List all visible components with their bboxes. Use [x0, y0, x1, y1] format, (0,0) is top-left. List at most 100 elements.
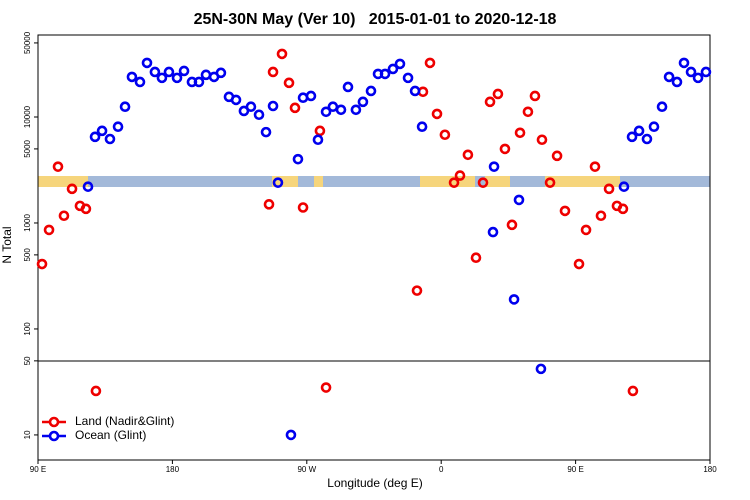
data-point: [66, 183, 78, 195]
data-point: [90, 385, 102, 397]
data-point: [260, 126, 272, 138]
y-tick-label: 50: [23, 356, 32, 365]
plot-frame: [37, 34, 711, 461]
data-point: [589, 161, 601, 172]
data-point: [477, 177, 489, 188]
y-tick-label: 100: [23, 322, 32, 336]
data-point: [126, 71, 138, 83]
y-tick-label: 50000: [23, 31, 32, 54]
data-point: [163, 66, 175, 78]
data-point: [312, 134, 324, 146]
data-point: [671, 76, 683, 88]
data-point: [387, 63, 399, 75]
data-point: [544, 177, 556, 188]
chart-title: 25N-30N May (Ver 10) 2015-01-01 to 2020-…: [194, 11, 557, 28]
x-tick-label: 180: [166, 465, 180, 474]
data-point: [230, 94, 242, 106]
data-point: [551, 150, 563, 162]
y-tick-label: 10: [23, 430, 32, 439]
data-point: [470, 252, 482, 264]
data-point: [618, 181, 630, 192]
data-point: [487, 226, 499, 238]
data-point: [508, 294, 520, 305]
data-point: [245, 101, 257, 113]
data-point: [488, 161, 500, 172]
data-point: [492, 88, 504, 100]
data-point: [424, 57, 436, 69]
data-point: [320, 382, 332, 393]
data-point: [559, 205, 571, 217]
data-point: [104, 133, 116, 145]
data-point: [52, 161, 64, 172]
data-point: [119, 101, 131, 113]
x-tick-label: 90 E: [567, 465, 583, 474]
data-point: [289, 102, 301, 114]
data-point: [692, 72, 704, 84]
data-point: [342, 81, 354, 93]
data-point: [263, 199, 275, 210]
data-point: [626, 131, 638, 143]
data-point: [215, 67, 227, 79]
data-point: [513, 194, 525, 206]
data-point: [595, 210, 607, 222]
data-point: [522, 106, 534, 118]
data-point: [409, 85, 421, 97]
data-point: [663, 71, 675, 83]
data-point: [43, 224, 55, 236]
data-point: [529, 90, 541, 102]
legend-label: Ocean (Glint): [75, 428, 146, 442]
data-point: [499, 143, 511, 155]
data-point: [149, 66, 161, 78]
data-point: [627, 385, 639, 397]
data-point: [603, 183, 615, 195]
data-point: [314, 125, 326, 137]
legend-label: Land (Nadir&Glint): [75, 414, 174, 428]
legend: Land (Nadir&Glint)Ocean (Glint): [42, 414, 174, 442]
data-point: [648, 121, 660, 133]
data-point: [685, 66, 697, 78]
data-point: [573, 258, 585, 270]
x-tick-label: 90 E: [30, 465, 46, 474]
data-point: [285, 429, 297, 441]
data-point: [379, 68, 391, 80]
data-point: [402, 72, 414, 84]
data-point: [292, 153, 304, 165]
data-point: [454, 170, 466, 181]
data-point: [536, 134, 548, 146]
data-point: [178, 65, 190, 77]
x-tick-label: 90 W: [297, 465, 316, 474]
data-point: [514, 127, 526, 139]
data-point: [431, 108, 443, 120]
data-point: [535, 363, 547, 375]
data-point: [171, 72, 183, 84]
data-point: [58, 210, 70, 222]
data-point: [484, 96, 496, 108]
data-point: [276, 48, 288, 60]
data-point: [439, 129, 451, 141]
data-point: [580, 224, 592, 236]
data-point: [411, 285, 423, 296]
data-point: [462, 149, 474, 161]
data-point: [641, 133, 653, 145]
data-point: [617, 203, 629, 215]
data-point: [36, 258, 48, 270]
data-point: [80, 203, 92, 215]
data-point: [272, 177, 284, 188]
data-point: [200, 69, 212, 81]
legend-marker: [48, 416, 60, 428]
data-point: [416, 121, 428, 133]
data-point: [365, 85, 377, 97]
y-axis-label: N Total: [0, 226, 14, 263]
data-point: [700, 66, 712, 78]
data-point: [357, 96, 369, 108]
y-tick-label: 10000: [23, 105, 32, 128]
data-point: [193, 76, 205, 88]
data-point: [267, 66, 279, 78]
data-point: [156, 72, 168, 84]
x-tick-label: 180: [703, 465, 717, 474]
data-point: [633, 125, 645, 137]
x-axis-label: Longitude (deg E): [327, 476, 422, 490]
data-point: [335, 104, 347, 116]
land-mask-strip: [38, 176, 710, 187]
